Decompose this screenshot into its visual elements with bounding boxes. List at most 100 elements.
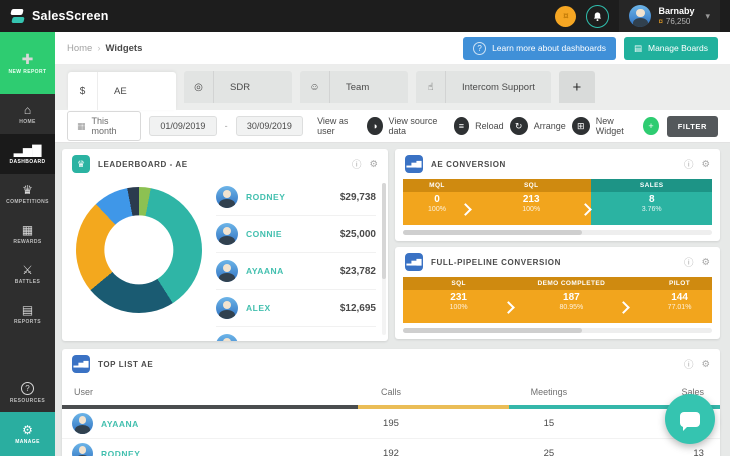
horizontal-scrollbar[interactable] bbox=[403, 328, 712, 333]
list-item[interactable]: AYAANA $23,782 bbox=[216, 253, 376, 290]
sidebar-item-resources[interactable]: ? RESOURCES bbox=[0, 374, 55, 412]
notifications-bell-icon[interactable] bbox=[586, 4, 610, 28]
leaderboard-user-amount: $23,782 bbox=[339, 265, 376, 277]
sidebar-item[interactable]: ⌂ HOME bbox=[0, 94, 55, 134]
ae-conversion-title: AE CONVERSION bbox=[431, 159, 506, 169]
list-item[interactable]: CONNIE $25,000 bbox=[216, 216, 376, 253]
user-coins-value: 76,250 bbox=[665, 16, 691, 26]
toolbar-action-button[interactable]: View as user ◑ bbox=[317, 116, 383, 136]
column-header-sales[interactable]: Sales bbox=[681, 387, 704, 397]
list-item[interactable] bbox=[216, 327, 376, 341]
toolbar-action-button[interactable]: Arrange ⊞ bbox=[534, 117, 590, 135]
user-coins: ¤ 76,250 bbox=[658, 17, 694, 27]
column-header-calls[interactable]: Calls bbox=[380, 387, 401, 397]
scrollbar-thumb[interactable] bbox=[403, 230, 583, 235]
leaderboard-user-amount: $25,000 bbox=[339, 228, 376, 240]
funnel-segment-value: 8 bbox=[648, 194, 655, 205]
funnel-segment[interactable]: SQL 231 100% bbox=[403, 277, 515, 323]
toolbar-action-icon: ↻ bbox=[509, 117, 528, 135]
funnel-segment-label: SQL bbox=[403, 277, 515, 290]
leaderboard-user-amount: $29,738 bbox=[339, 191, 376, 203]
new-report-button[interactable]: ✚ NEW REPORT bbox=[0, 32, 55, 94]
widget-settings-icon[interactable]: ⚙ bbox=[701, 158, 710, 170]
brand-name: SalesScreen bbox=[32, 9, 109, 23]
list-item[interactable]: RODNEY $29,738 bbox=[216, 179, 376, 216]
toolbar-action-button[interactable]: View source data ≡ bbox=[389, 116, 470, 136]
column-header-user[interactable]: User bbox=[74, 387, 94, 397]
funnel-segment[interactable]: DEMO COMPLETED 187 80.95% bbox=[514, 277, 629, 323]
scrollbar-thumb[interactable] bbox=[403, 328, 583, 333]
row-calls: 192 bbox=[383, 448, 399, 456]
funnel-segment-value: 144 bbox=[671, 292, 688, 303]
board-tab[interactable]: ☺ Team bbox=[300, 71, 408, 103]
tab-label: SDR bbox=[230, 81, 251, 93]
progress-bar-segment bbox=[358, 405, 510, 409]
sidebar-item[interactable]: ▤ REPORTS bbox=[0, 294, 55, 334]
funnel-segment-label: SALES bbox=[591, 179, 712, 192]
funnel-segment[interactable]: SALES 8 3.76% bbox=[591, 179, 712, 225]
sidebar-item[interactable]: ⚔ BATTLES bbox=[0, 254, 55, 294]
manage-boards-button[interactable]: ▤ Manage Boards bbox=[623, 36, 718, 60]
funnel-segment[interactable]: MQL 0 100% bbox=[403, 179, 471, 225]
chart-widget-icon: ▂▅▇ bbox=[72, 355, 90, 373]
column-header-meetings[interactable]: Meetings bbox=[530, 387, 568, 397]
widget-settings-icon[interactable]: ⚙ bbox=[369, 158, 378, 170]
sidebar-item-icon: ♛ bbox=[22, 182, 33, 197]
board-tabs: $ AE ◎ SDR ☺ Team ☝ Intercom Support bbox=[55, 65, 730, 110]
board-tab[interactable]: + bbox=[558, 71, 595, 103]
board-tab[interactable]: $ AE bbox=[68, 72, 176, 110]
board-tab[interactable]: ◎ SDR bbox=[184, 71, 292, 103]
funnel-segment[interactable]: PILOT 144 77.01% bbox=[628, 277, 712, 323]
question-icon: ? bbox=[21, 382, 34, 395]
info-icon[interactable]: ⓘ bbox=[683, 360, 694, 371]
widget-settings-icon[interactable]: ⚙ bbox=[701, 256, 710, 268]
info-icon[interactable]: ⓘ bbox=[683, 258, 694, 269]
toolbar-action-button[interactable]: Reload ↻ bbox=[475, 117, 528, 135]
row-meetings: 15 bbox=[543, 418, 555, 429]
toolbar-action-icon: + bbox=[643, 117, 659, 135]
funnel-segment[interactable]: SQL 213 100% bbox=[470, 179, 592, 225]
leaderboard-user-name: RODNEY bbox=[246, 192, 286, 202]
filter-button[interactable]: FILTER bbox=[666, 115, 718, 137]
info-icon[interactable]: ⓘ bbox=[683, 160, 694, 171]
board-tab[interactable]: ☝ Intercom Support bbox=[416, 71, 551, 103]
scrollbar-thumb[interactable] bbox=[382, 183, 386, 279]
conversion-funnel: SQL 231 100% DEMO COMPLETED 187 80.95% bbox=[403, 277, 712, 323]
breadcrumb-home[interactable]: Home bbox=[67, 42, 93, 54]
funnel-segment-value: 187 bbox=[563, 292, 580, 303]
widget-settings-icon[interactable]: ⚙ bbox=[701, 358, 710, 370]
list-item[interactable]: ALEX $12,695 bbox=[216, 290, 376, 327]
table-row[interactable]: AYAANA 195 15 bbox=[62, 409, 720, 439]
date-to-input[interactable]: 30/09/2019 bbox=[235, 116, 304, 136]
sidebar-item-icon: ⚔ bbox=[22, 262, 33, 277]
toolbar-actions: View as user ◑ View source data ≡ Reload… bbox=[311, 116, 659, 136]
sidebar-item[interactable]: ▦ REWARDS bbox=[0, 214, 55, 254]
horizontal-scrollbar[interactable] bbox=[403, 230, 712, 235]
period-dropdown[interactable]: ▦ This month bbox=[67, 111, 142, 141]
sidebar-item-label: HOME bbox=[19, 118, 36, 125]
sidebar-item-icon: ▦ bbox=[21, 222, 34, 237]
chat-launcher-button[interactable] bbox=[665, 394, 715, 444]
avatar bbox=[216, 297, 238, 319]
learn-more-button[interactable]: ? Learn more about dashboards bbox=[463, 36, 616, 60]
sidebar-item[interactable]: ♛ COMPETITIONS bbox=[0, 174, 55, 214]
user-name: Barnaby bbox=[658, 5, 695, 16]
date-from-input[interactable]: 01/09/2019 bbox=[149, 116, 217, 136]
toolbar-action-button[interactable]: New Widget + bbox=[596, 116, 659, 136]
sidebar-item[interactable]: ▂▅▇ DASHBOARD bbox=[0, 134, 55, 174]
leaderboard-user-name: CONNIE bbox=[246, 229, 283, 239]
toolbar-action-label: View source data bbox=[388, 116, 438, 136]
vertical-scrollbar[interactable] bbox=[382, 183, 386, 335]
breadcrumb-current: Widgets bbox=[105, 42, 143, 54]
funnel-segment-value: 0 bbox=[434, 194, 440, 205]
table-row[interactable]: RODNEY 192 25 13 bbox=[62, 439, 720, 456]
user-menu[interactable]: Barnaby ¤ 76,250 ▾ bbox=[619, 0, 720, 32]
salesscreen-logo[interactable]: SalesScreen bbox=[10, 8, 109, 24]
info-icon[interactable]: ⓘ bbox=[351, 160, 362, 171]
coins-icon[interactable]: ¤ bbox=[555, 5, 577, 27]
chart-widget-icon: ▂▅▇ bbox=[405, 155, 423, 173]
date-range-separator: - bbox=[224, 121, 228, 131]
sidebar-item-manage[interactable]: ⚙ MANAGE bbox=[0, 412, 55, 456]
sidebar: ✚ NEW REPORT ⌂ HOME ▂▅▇ DASHBOARD ♛ COMP… bbox=[0, 32, 55, 456]
funnel-segment-percent: 80.95% bbox=[559, 304, 584, 311]
